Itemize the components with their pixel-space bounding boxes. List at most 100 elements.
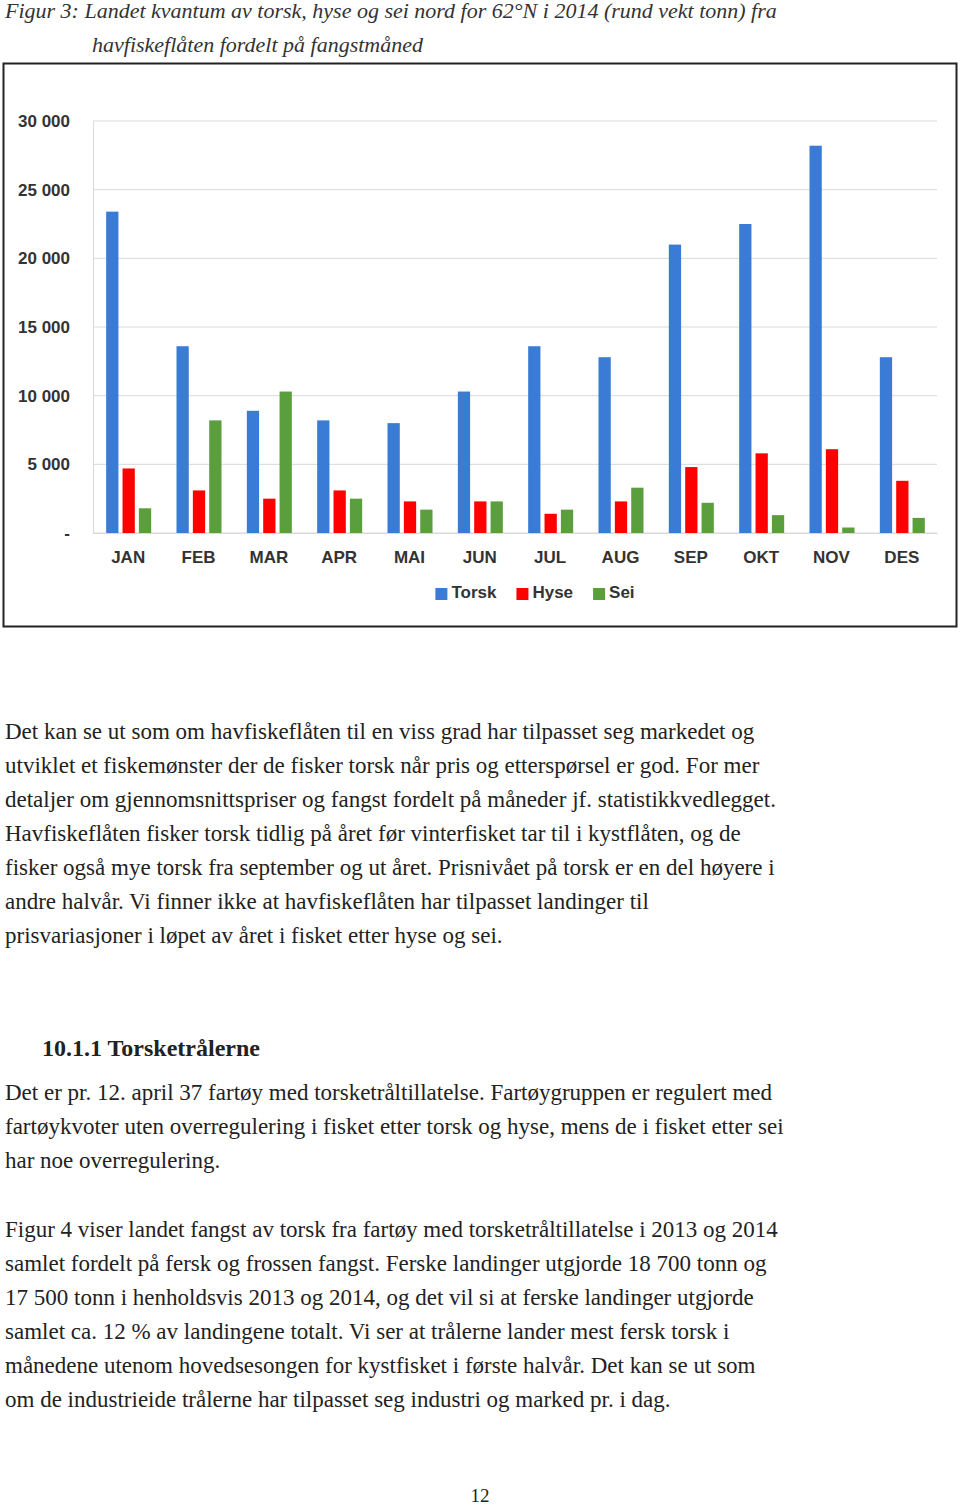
series-1 (123, 449, 909, 533)
legend-label: Hyse (532, 583, 573, 602)
paragraph-line: 17 500 tonn i henholdsvis 2013 og 2014, … (5, 1285, 754, 1310)
bar (474, 501, 486, 533)
bar (491, 501, 503, 533)
page-number: 12 (471, 1485, 490, 1506)
bar (685, 467, 697, 533)
paragraph-line: månedene utenom hovedsesongen for kystfi… (5, 1353, 756, 1378)
bar (669, 245, 681, 533)
grid-line (93, 121, 937, 122)
y-tick: 15 000 (18, 318, 93, 337)
paragraph-line: samlet ca. 12 % av landingene totalt. Vi… (5, 1319, 729, 1344)
bar (599, 357, 611, 533)
x-tick: JUN (463, 533, 497, 567)
paragraph-line: Figur 4 viser landet fangst av torsk fra… (5, 1217, 778, 1242)
y-tick-label: 30 000 (18, 112, 70, 131)
paragraph-line: detaljer om gjennomsnittspriser og fangs… (5, 787, 776, 812)
heading: 10.1.1 Torsketrålerne (42, 1035, 260, 1061)
paragraph-line: fartøykvoter uten overregulering i fiske… (5, 1114, 784, 1139)
paragraph-line: har noe overregulering. (5, 1148, 220, 1173)
bar (106, 212, 118, 533)
legend: Torsk Hyse Sei (435, 583, 634, 602)
bar (739, 224, 751, 533)
x-tick-label: AUG (602, 548, 640, 567)
legend-item: Hyse (516, 583, 573, 602)
bar (209, 420, 221, 533)
x-tick: OKT (743, 533, 780, 567)
y-tick-label: 20 000 (18, 249, 70, 268)
x-tick: MAR (249, 533, 288, 567)
x-tick: DES (884, 533, 919, 567)
x-tick-label: MAR (249, 548, 288, 567)
bar (404, 501, 416, 533)
bar (528, 346, 540, 533)
bar (702, 503, 714, 533)
y-tick-label: - (64, 524, 70, 543)
legend-item: Sei (593, 583, 635, 602)
x-tick: JAN (111, 533, 145, 567)
bar (631, 488, 643, 533)
paragraph-line: om de industrieide trålerne har tilpasse… (5, 1387, 671, 1412)
x-tick: SEP (674, 533, 708, 567)
y-tick-label: 10 000 (18, 387, 70, 406)
y-tick: 30 000 (18, 112, 93, 131)
paragraph-line: Det kan se ut som om havfiskeflåten til … (5, 719, 755, 744)
x-tick-label: JUL (534, 548, 566, 567)
legend-swatch (516, 588, 528, 600)
bar (810, 146, 822, 533)
bar (880, 357, 892, 533)
x-axis: JAN FEB MAR APR MAI JUN JUL AUG SEP OKT NOV DES (94, 533, 938, 567)
y-tick: 20 000 (18, 249, 93, 268)
x-tick-label: OKT (743, 548, 780, 567)
legend-item: Torsk (435, 583, 497, 602)
x-tick: FEB (182, 533, 216, 567)
paragraph-line: utviklet et fiskemønster der de fisker t… (5, 753, 760, 778)
y-tick-label: 5 000 (27, 455, 70, 474)
bar (458, 392, 470, 533)
x-tick: APR (321, 533, 357, 567)
legend-swatch (593, 588, 605, 600)
y-axis: - 5 000 10 000 15 000 20 000 25 000 30 000 (18, 112, 94, 543)
bar (913, 518, 925, 533)
legend-label: Torsk (451, 583, 497, 602)
bar (826, 449, 838, 533)
series-2 (139, 392, 925, 533)
paragraph-line: fisker også mye torsk fra september og u… (5, 855, 775, 880)
bar (545, 514, 557, 533)
y-tick-label: 25 000 (18, 181, 70, 200)
caption: havfiskeflåten fordelt på fangstmåned (92, 32, 424, 57)
bar (317, 420, 329, 533)
y-axis-line (93, 122, 94, 534)
x-tick-label: NOV (813, 548, 851, 567)
bar (756, 453, 768, 533)
bar (177, 346, 189, 533)
legend-swatch (435, 588, 447, 600)
paragraph-line: Det er pr. 12. april 37 fartøy med torsk… (5, 1080, 773, 1105)
x-tick: AUG (602, 533, 640, 567)
bar (420, 510, 432, 533)
paragraph-line: Havfiskeflåten fisker torsk tidlig på år… (5, 821, 741, 846)
bar (193, 490, 205, 533)
paragraph-line: samlet fordelt på fersk og frossen fangs… (5, 1251, 767, 1276)
bar (615, 501, 627, 533)
paragraph-line: andre halvår. Vi finner ikke at havfiske… (5, 889, 649, 914)
x-tick: MAI (394, 533, 425, 567)
bars (106, 146, 925, 533)
y-tick: 10 000 (18, 387, 93, 406)
x-tick-label: JUN (463, 548, 497, 567)
bar (350, 499, 362, 533)
series-0 (106, 146, 892, 533)
x-tick: NOV (813, 533, 851, 567)
x-tick-label: JAN (111, 548, 145, 567)
x-tick-label: MAI (394, 548, 425, 567)
caption: Figur 3: Landet kvantum av torsk, hyse o… (4, 0, 777, 23)
y-tick: - (64, 524, 93, 543)
bar (561, 510, 573, 533)
grid (93, 121, 937, 533)
x-axis-line (94, 533, 938, 534)
x-tick-label: FEB (182, 548, 216, 567)
x-tick: JUL (534, 533, 566, 567)
y-tick: 25 000 (18, 181, 93, 200)
bar (139, 508, 151, 533)
bar (263, 499, 275, 533)
paragraph-line: prisvariasjoner i løpet av året i fisket… (5, 923, 503, 948)
